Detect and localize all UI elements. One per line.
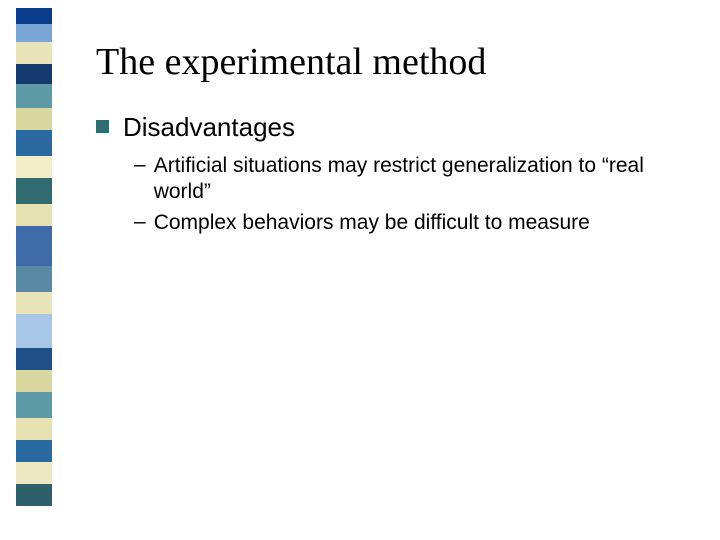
square-bullet-icon	[96, 120, 109, 133]
stripe-segment	[16, 108, 52, 130]
slide: The experimental method Disadvantages –A…	[0, 0, 720, 540]
stripe-segment	[16, 418, 52, 440]
stripe-segment	[16, 64, 52, 84]
stripe-segment	[16, 178, 52, 204]
stripe-segment	[16, 462, 52, 484]
stripe-segment	[16, 84, 52, 108]
slide-title: The experimental method	[96, 40, 690, 84]
level2-item: –Artificial situations may restrict gene…	[134, 153, 690, 206]
stripe-segment	[16, 24, 52, 42]
stripe-segment	[16, 392, 52, 418]
stripe-segment	[16, 266, 52, 292]
level2-text: Complex behaviors may be difficult to me…	[154, 210, 590, 236]
bullet-level2-list: –Artificial situations may restrict gene…	[134, 153, 690, 236]
dash-bullet-icon: –	[134, 210, 146, 234]
decorative-stripe-column	[16, 8, 52, 506]
stripe-segment	[16, 370, 52, 392]
dash-bullet-icon: –	[134, 153, 146, 177]
stripe-segment	[16, 226, 52, 266]
stripe-segment	[16, 292, 52, 314]
stripe-segment	[16, 204, 52, 226]
stripe-segment	[16, 130, 52, 156]
stripe-segment	[16, 484, 52, 506]
bullet-level1: Disadvantages	[96, 112, 690, 143]
stripe-segment	[16, 440, 52, 462]
stripe-segment	[16, 156, 52, 178]
stripe-segment	[16, 8, 52, 24]
level2-item: –Complex behaviors may be difficult to m…	[134, 210, 690, 236]
slide-content: The experimental method Disadvantages –A…	[96, 40, 690, 240]
stripe-segment	[16, 348, 52, 370]
level2-text: Artificial situations may restrict gener…	[154, 153, 690, 206]
stripe-segment	[16, 42, 52, 64]
stripe-segment	[16, 314, 52, 348]
level1-text: Disadvantages	[123, 112, 295, 143]
